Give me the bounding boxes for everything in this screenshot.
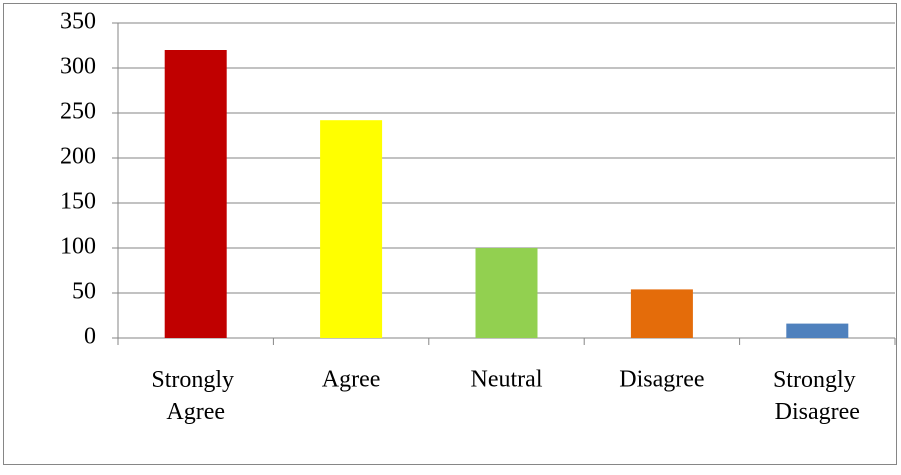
y-tick-label: 50: [72, 279, 96, 305]
x-tick-label: Disagree: [619, 367, 704, 393]
y-tick-label: 300: [60, 54, 96, 80]
bar: [164, 50, 227, 338]
y-tick-label: 200: [60, 144, 96, 170]
x-tick-label: Strongly Agree: [151, 367, 240, 425]
bar: [786, 323, 849, 338]
x-tick-label-line: Agree: [166, 399, 225, 425]
x-tick-label-line: Strongly: [151, 367, 240, 393]
y-tick-label: 100: [60, 234, 96, 260]
y-tick-label: 350: [60, 9, 96, 35]
x-tick-label: Neutral: [471, 367, 543, 393]
bar: [475, 248, 538, 338]
bar: [630, 289, 693, 338]
x-tick-label: Strongly Disagree: [773, 367, 862, 425]
chart-frame: [3, 3, 897, 465]
y-tick-label: 150: [60, 189, 96, 215]
y-tick-label: 0: [84, 324, 96, 350]
x-tick-label: Agree: [322, 367, 381, 393]
x-tick-label-line: Disagree: [775, 399, 860, 425]
y-tick-label: 250: [60, 99, 96, 125]
x-tick-label-line: Strongly: [773, 367, 862, 393]
bar: [320, 120, 383, 338]
